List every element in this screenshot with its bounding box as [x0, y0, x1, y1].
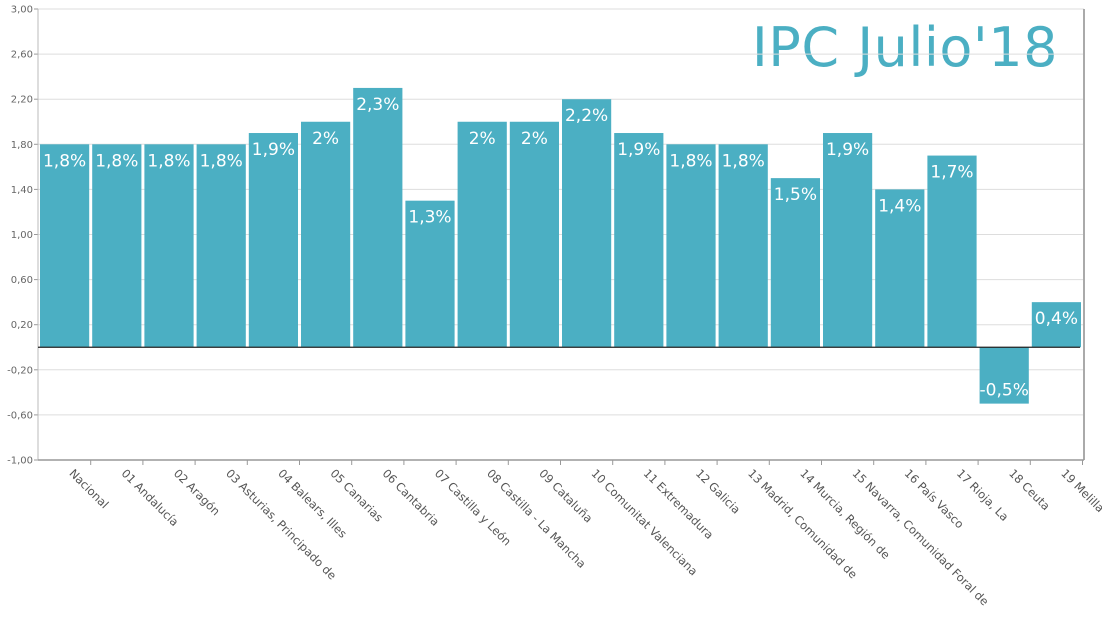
data-label: 1,8%: [200, 151, 243, 171]
y-tick-label: 2,20: [11, 95, 33, 106]
x-tick-label: 10 Comunitat Valenciana: [588, 466, 700, 578]
bar: [509, 121, 559, 348]
bar: [301, 121, 351, 348]
data-label: 2,2%: [565, 106, 608, 126]
bar: [823, 133, 873, 348]
bar: [770, 178, 820, 348]
x-tick-label: 19 Melilla: [1058, 466, 1102, 515]
data-label: 1,8%: [43, 151, 86, 171]
y-tick-label: 1,40: [11, 185, 33, 196]
data-label: 2%: [312, 129, 339, 149]
bar: [248, 133, 298, 348]
y-tick-label: -0,60: [7, 410, 33, 421]
bar: [92, 144, 142, 348]
y-tick-label: -0,20: [7, 365, 33, 376]
data-label: 1,7%: [930, 163, 973, 183]
bar: [875, 189, 925, 348]
x-tick-label: 02 Aragón: [171, 466, 223, 518]
bar: [927, 155, 977, 348]
x-tick-label: Nacional: [66, 466, 111, 511]
y-tick-label: -1,00: [7, 456, 33, 467]
x-tick-label: 08 Castilla - La Mancha: [484, 466, 589, 571]
y-tick-label: 0,20: [11, 320, 33, 331]
bar: [614, 133, 664, 348]
bar: [666, 144, 716, 348]
x-tick-label: 14 Murcia, Región de: [797, 466, 893, 562]
x-tick-label: 12 Galicia: [693, 466, 743, 516]
data-label: 1,8%: [95, 151, 138, 171]
bar: [457, 121, 507, 348]
bar: [718, 144, 768, 348]
bar: [562, 99, 612, 348]
data-label: 1,8%: [147, 151, 190, 171]
data-label: 1,8%: [722, 151, 765, 171]
bar: [1031, 302, 1081, 348]
data-label: 2%: [469, 129, 496, 149]
y-tick-label: 1,00: [11, 230, 33, 241]
bar: [405, 200, 455, 348]
data-label: 2%: [521, 129, 548, 149]
bar: [353, 87, 403, 348]
bars: [40, 87, 1081, 404]
data-label: 1,9%: [617, 140, 660, 160]
data-label: 0,4%: [1035, 309, 1078, 329]
bar: [144, 144, 194, 348]
x-tick-label: 03 Asturias, Principado de: [223, 466, 339, 582]
y-tick-label: 0,60: [11, 275, 33, 286]
data-label: 1,8%: [669, 151, 712, 171]
x-tick-label: 13 Madrid, Comunidad de: [745, 466, 860, 581]
data-label: 2,3%: [356, 95, 399, 115]
data-labels: 1,8% 1,8% 1,8% 1,8% 1,9% 2% 2,3% 1,3% 2% 2% 2,2% 1,…: [43, 95, 1078, 401]
data-label: 1,4%: [878, 196, 921, 216]
data-label: -0,5%: [980, 381, 1029, 401]
x-axis-tick-marks: [90, 460, 1083, 465]
x-tick-label: 18 Ceuta: [1006, 466, 1053, 513]
y-axis-tick-labels: 3,00 2,60 2,20 1,80 1,40 1,00 0,60 0,20 -0,20 -0,…: [7, 5, 33, 467]
chart-title: IPC Julio'18: [751, 16, 1058, 79]
data-label: 1,9%: [252, 140, 295, 160]
bar: [979, 347, 1029, 404]
data-label: 1,9%: [826, 140, 869, 160]
y-tick-label: 3,00: [11, 5, 33, 16]
bar: [40, 144, 90, 348]
y-tick-label: 2,60: [11, 50, 33, 61]
y-tick-label: 1,80: [11, 140, 33, 151]
data-label: 1,3%: [408, 208, 451, 228]
data-label: 1,5%: [774, 185, 817, 205]
bar: [196, 144, 246, 348]
x-tick-label: 17 Rioja, La: [954, 466, 1012, 524]
